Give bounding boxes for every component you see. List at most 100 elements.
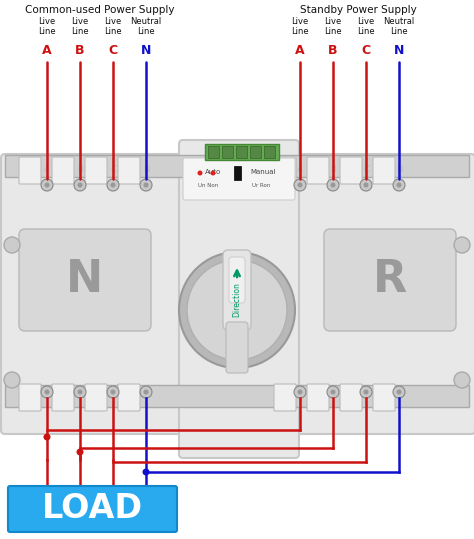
FancyBboxPatch shape <box>373 384 395 411</box>
Text: Direction: Direction <box>233 282 241 317</box>
Circle shape <box>298 390 302 395</box>
Circle shape <box>74 386 86 398</box>
FancyBboxPatch shape <box>274 384 296 411</box>
FancyBboxPatch shape <box>19 384 41 411</box>
Circle shape <box>140 179 152 191</box>
Circle shape <box>360 386 372 398</box>
FancyBboxPatch shape <box>275 154 474 434</box>
Text: C: C <box>362 44 371 57</box>
Text: B: B <box>330 165 336 175</box>
FancyBboxPatch shape <box>1 154 201 434</box>
FancyBboxPatch shape <box>340 157 362 184</box>
FancyBboxPatch shape <box>85 157 107 184</box>
Circle shape <box>454 237 470 253</box>
FancyBboxPatch shape <box>179 140 299 458</box>
Text: N: N <box>394 44 404 57</box>
Circle shape <box>76 448 83 455</box>
Circle shape <box>110 390 116 395</box>
Circle shape <box>140 386 152 398</box>
Circle shape <box>143 468 149 475</box>
Text: C: C <box>110 165 116 175</box>
Bar <box>5 385 469 407</box>
Text: A: A <box>297 165 303 175</box>
Text: Live
Line: Live Line <box>38 17 56 37</box>
Circle shape <box>144 183 148 188</box>
Text: Auto: Auto <box>205 169 221 175</box>
Text: Live
Line: Live Line <box>357 17 375 37</box>
Circle shape <box>44 433 51 440</box>
Circle shape <box>393 386 405 398</box>
Text: Un Non: Un Non <box>198 183 218 188</box>
Circle shape <box>198 170 202 176</box>
FancyBboxPatch shape <box>373 157 395 184</box>
FancyBboxPatch shape <box>223 250 251 330</box>
Circle shape <box>78 390 82 395</box>
Circle shape <box>179 252 295 368</box>
Bar <box>250 146 261 158</box>
FancyBboxPatch shape <box>307 384 329 411</box>
Circle shape <box>107 386 119 398</box>
Text: Standby Power Supply: Standby Power Supply <box>300 5 416 15</box>
FancyBboxPatch shape <box>52 157 74 184</box>
Text: Live
Line: Live Line <box>324 17 342 37</box>
Circle shape <box>396 390 401 395</box>
Circle shape <box>45 183 49 188</box>
Text: Live
Line: Live Line <box>104 17 122 37</box>
Circle shape <box>330 390 336 395</box>
Bar <box>205 144 279 160</box>
Circle shape <box>364 183 368 188</box>
FancyBboxPatch shape <box>183 158 295 200</box>
FancyBboxPatch shape <box>226 322 248 373</box>
Circle shape <box>41 179 53 191</box>
Circle shape <box>298 183 302 188</box>
Circle shape <box>360 179 372 191</box>
Circle shape <box>78 183 82 188</box>
Text: C: C <box>363 165 369 175</box>
Bar <box>208 146 219 158</box>
Text: C: C <box>109 44 118 57</box>
Circle shape <box>330 183 336 188</box>
FancyBboxPatch shape <box>19 229 151 331</box>
Text: Live
Line: Live Line <box>71 17 89 37</box>
Text: B: B <box>75 44 85 57</box>
Circle shape <box>210 170 216 176</box>
Circle shape <box>45 390 49 395</box>
FancyBboxPatch shape <box>118 157 140 184</box>
FancyBboxPatch shape <box>118 384 140 411</box>
Text: N: N <box>141 44 151 57</box>
Text: Neutral
Line: Neutral Line <box>383 17 415 37</box>
Text: Manual: Manual <box>250 169 276 175</box>
Circle shape <box>454 372 470 388</box>
Text: A: A <box>42 44 52 57</box>
Circle shape <box>294 179 306 191</box>
Text: Neutral
Line: Neutral Line <box>130 17 162 37</box>
Text: A: A <box>295 44 305 57</box>
FancyBboxPatch shape <box>8 486 177 532</box>
Circle shape <box>4 237 20 253</box>
Text: B: B <box>328 44 338 57</box>
FancyBboxPatch shape <box>324 229 456 331</box>
Circle shape <box>294 386 306 398</box>
Text: B: B <box>77 165 83 175</box>
FancyBboxPatch shape <box>85 384 107 411</box>
FancyBboxPatch shape <box>340 384 362 411</box>
Text: Common-used Power Supply: Common-used Power Supply <box>25 5 175 15</box>
Text: R: R <box>373 259 407 301</box>
Text: N: N <box>143 165 149 175</box>
Bar <box>236 146 247 158</box>
Text: LOAD: LOAD <box>42 493 143 526</box>
Circle shape <box>327 179 339 191</box>
Bar <box>222 146 233 158</box>
Text: A: A <box>44 165 50 175</box>
Text: N: N <box>66 259 104 301</box>
Text: N: N <box>396 165 402 175</box>
Text: Ur Ron: Ur Ron <box>252 183 270 188</box>
FancyBboxPatch shape <box>52 384 74 411</box>
Bar <box>264 146 275 158</box>
Circle shape <box>144 390 148 395</box>
Circle shape <box>327 386 339 398</box>
Circle shape <box>187 260 287 360</box>
Circle shape <box>364 390 368 395</box>
Circle shape <box>74 179 86 191</box>
Circle shape <box>393 179 405 191</box>
